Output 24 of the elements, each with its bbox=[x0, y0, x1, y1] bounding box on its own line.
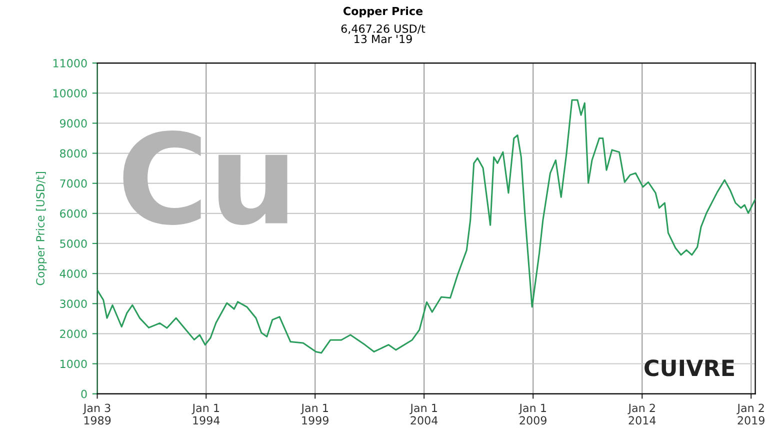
x-tick-label: Jan 2 2014 bbox=[628, 404, 656, 425]
y-axis-title: Copper Price [USD/t] bbox=[36, 172, 47, 286]
y-tick-label: 0 bbox=[81, 390, 87, 398]
x-tick-label: Jan 1 1999 bbox=[300, 404, 328, 425]
annotation: CUIVRE bbox=[644, 359, 734, 376]
x-tick-label: Jan 2 2019 bbox=[736, 404, 764, 425]
x-tick-label: Jan 1 1994 bbox=[192, 404, 220, 425]
x-tick-label: Jan 1 2004 bbox=[410, 404, 438, 425]
y-tick-label: 2000 bbox=[60, 330, 87, 338]
y-tick-label: 6000 bbox=[60, 209, 87, 218]
y-tick-label: 11000 bbox=[53, 59, 87, 68]
y-tick-label: 1000 bbox=[60, 360, 87, 368]
y-tick-label: 7000 bbox=[60, 179, 87, 188]
x-tick-label: Jan 1 2009 bbox=[518, 404, 546, 425]
chart-subtitle: 6,467.26 USD/t 13 Mar '19 bbox=[341, 24, 426, 44]
y-tick-label: 4000 bbox=[60, 270, 87, 278]
y-tick-label: 8000 bbox=[60, 149, 87, 158]
y-tick-label: 5000 bbox=[60, 239, 87, 248]
y-tick-label: 3000 bbox=[60, 300, 87, 308]
y-tick-label: 10000 bbox=[53, 89, 87, 98]
x-tick-label: Jan 3 1989 bbox=[82, 404, 111, 425]
line-series bbox=[97, 99, 756, 354]
chart-title: Copper Price bbox=[343, 6, 423, 18]
y-tick-label: 9000 bbox=[60, 119, 87, 128]
